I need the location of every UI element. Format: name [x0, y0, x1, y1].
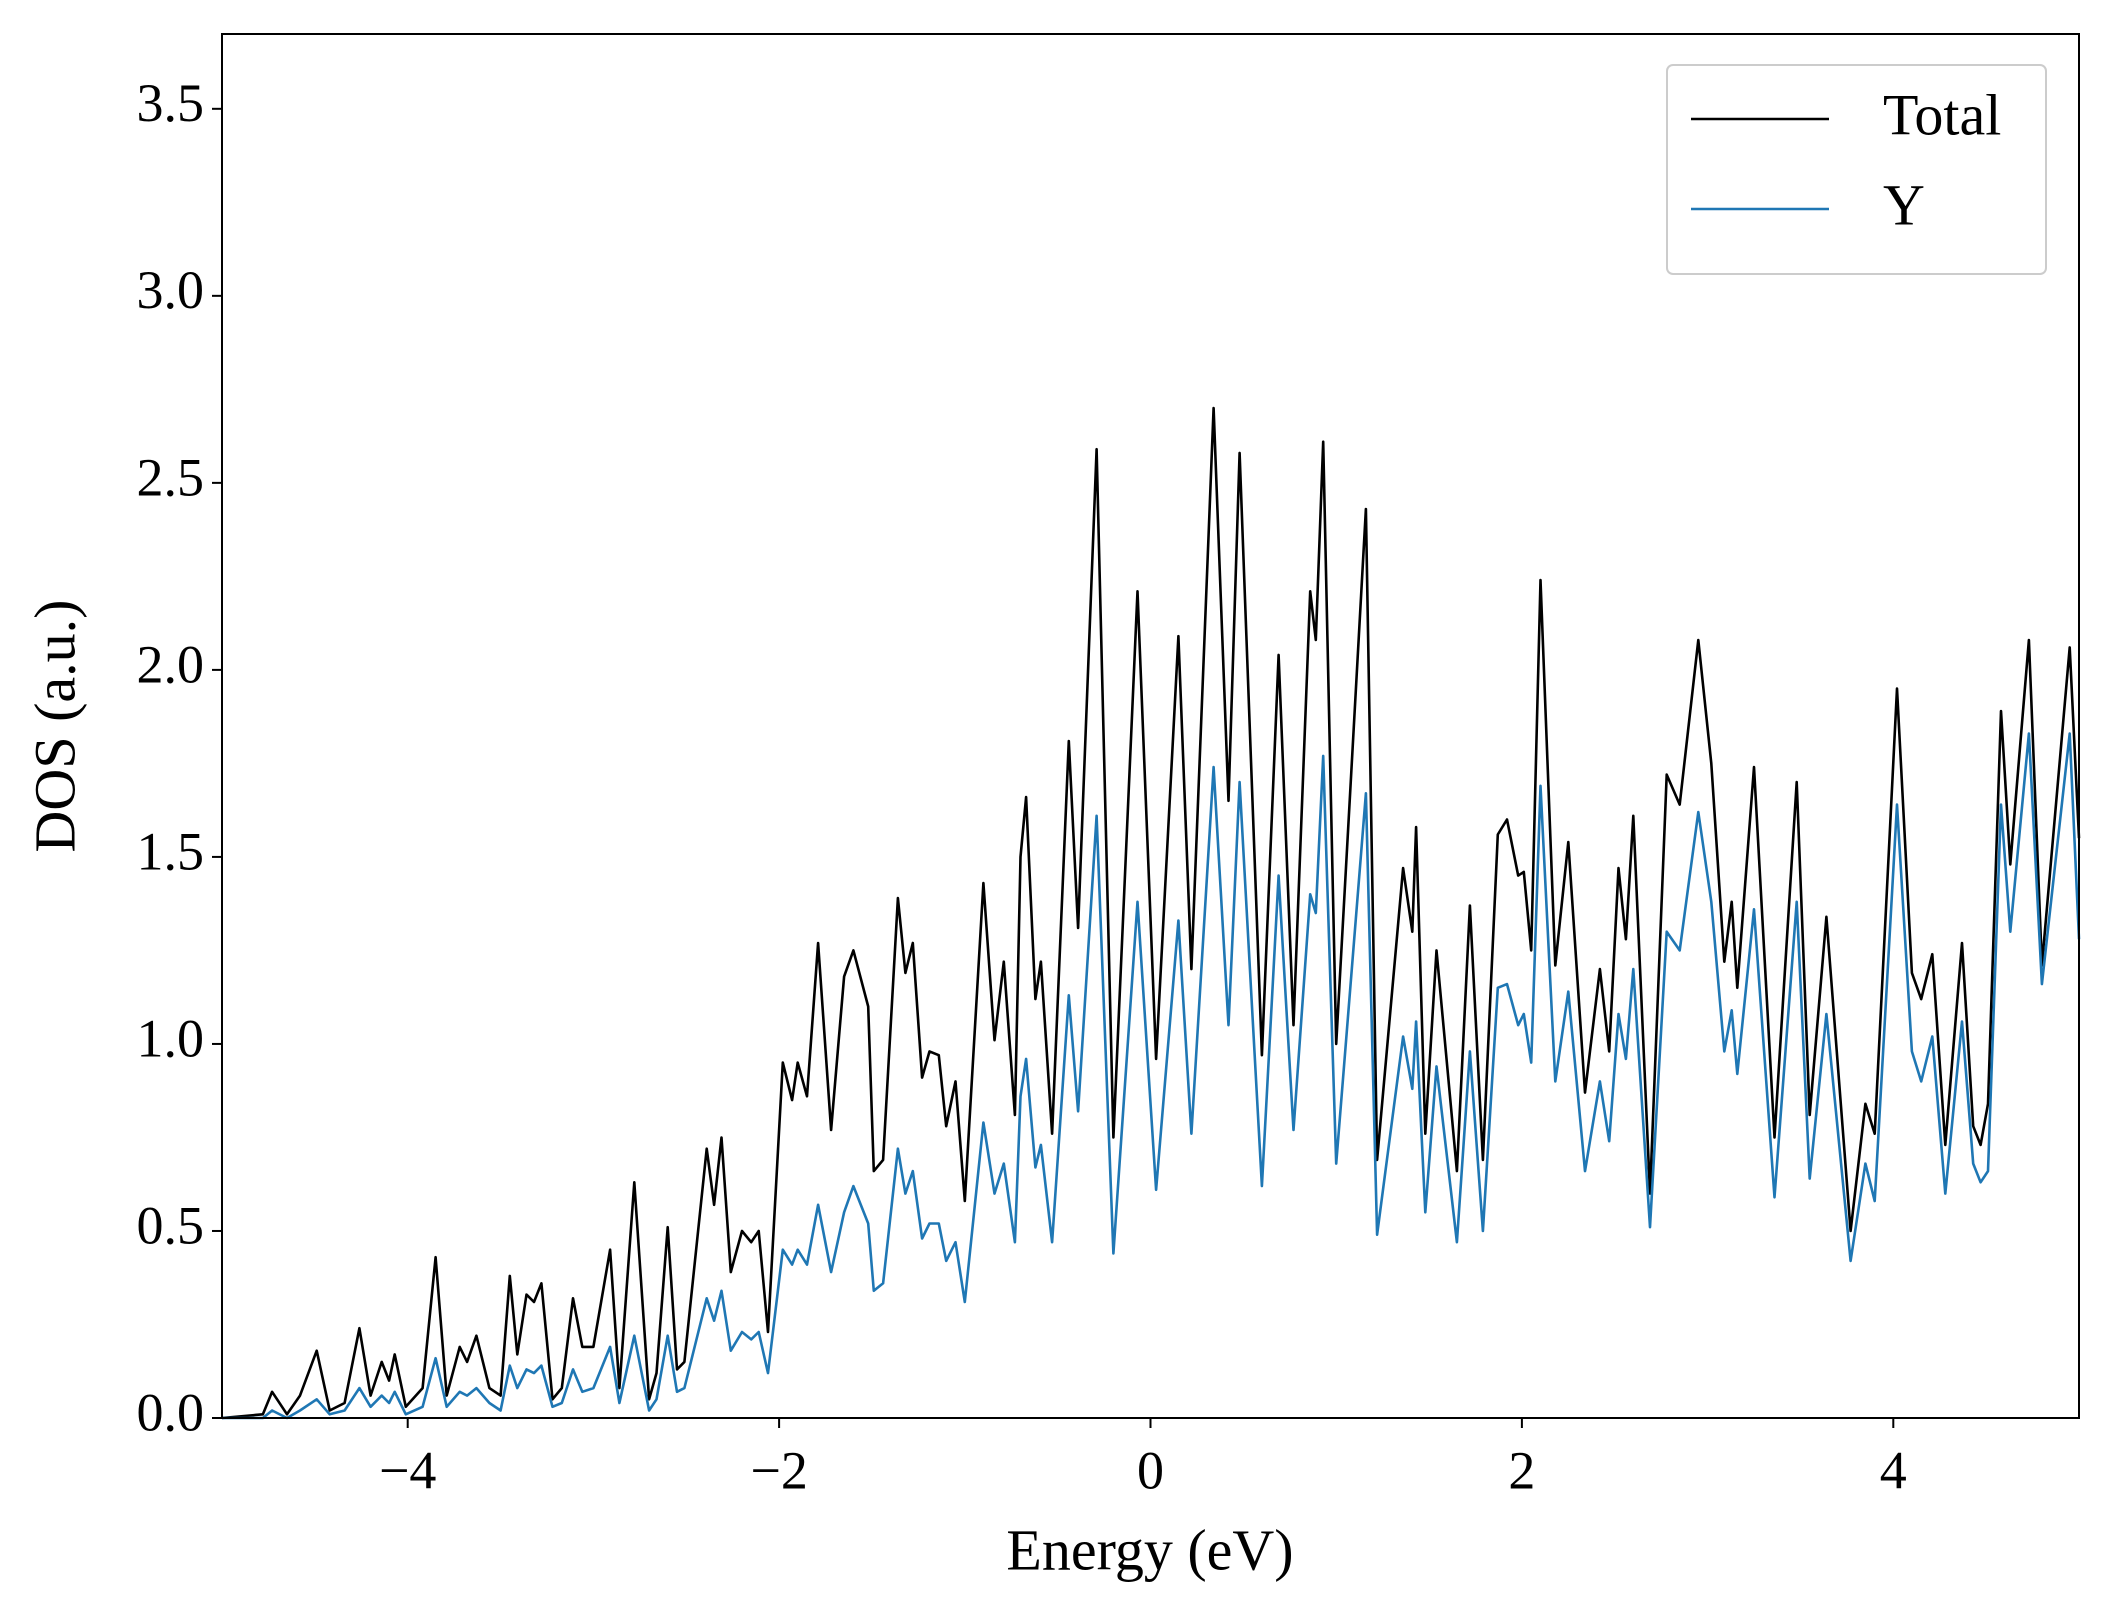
line [221, 406, 2081, 1420]
y-axis-label: DOS (a.u.) [22, 600, 87, 853]
y-tick-label: 1.5 [137, 821, 205, 881]
x-tick-label: 4 [1880, 1440, 1907, 1500]
x-tick-label: −2 [750, 1440, 807, 1500]
y-tick-label: 1.0 [137, 1008, 205, 1068]
x-tick-label: −4 [379, 1440, 436, 1500]
y-tick-label: 3.0 [137, 260, 205, 320]
y-tick-label: 0.0 [137, 1382, 205, 1442]
legend-text: Y [1883, 172, 1925, 237]
x-axis-label: Energy (eV) [1006, 1517, 1293, 1582]
x-tick-label: 0 [1137, 1440, 1164, 1500]
line [222, 732, 2081, 1420]
x-tick-label: 2 [1508, 1440, 1535, 1500]
legend-box [1666, 64, 2047, 275]
y-tick-label: 2.5 [137, 447, 205, 507]
plot-frame [221, 33, 2080, 1419]
legend-text: Total [1883, 82, 2001, 147]
y-tick-label: 3.5 [137, 73, 205, 133]
y-tick-label: 0.5 [137, 1195, 205, 1255]
y-tick-label: 2.0 [137, 634, 205, 694]
